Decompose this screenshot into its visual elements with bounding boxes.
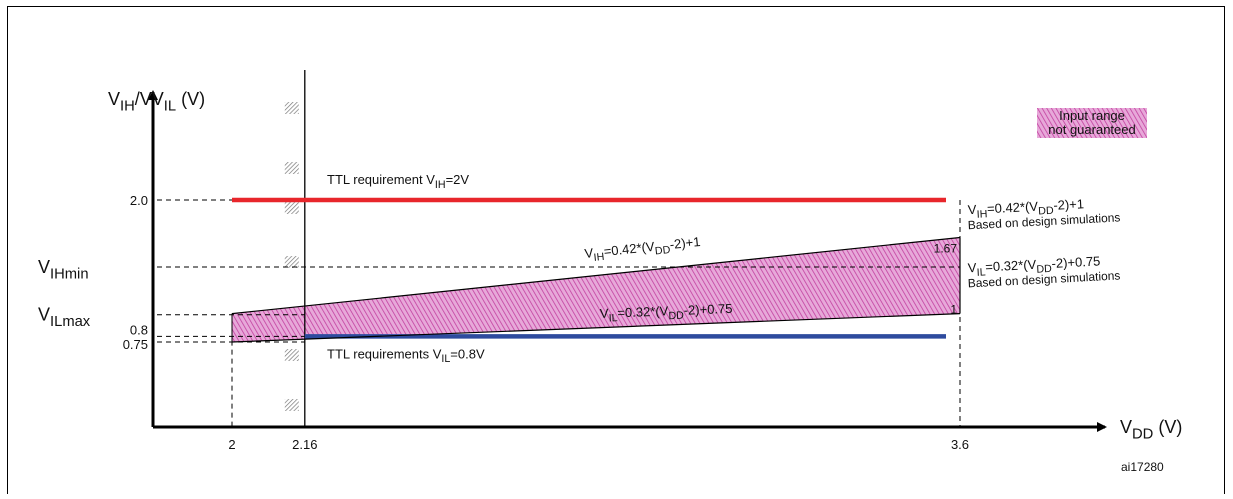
guide-lines — [157, 70, 961, 427]
legend-swatch — [1037, 108, 1147, 138]
input-range-band — [232, 237, 960, 342]
series-label: VIL=0.32*(VDD-2)+0.75 — [600, 301, 733, 325]
hatch-mark — [284, 162, 299, 174]
x-tick-label: 2.16 — [292, 437, 317, 452]
x-tick-label: 2 — [228, 437, 235, 452]
subscript-text: IH — [435, 179, 446, 191]
series-line — [231, 236, 961, 315]
label-text: =0.32*(V — [985, 257, 1037, 275]
chart-text: VIH/VVIL (V)VDD (V)2.00.80.752 2.16 3.6VIH… — [38, 89, 1182, 474]
label-text: V — [108, 89, 120, 109]
series-label: VIH=0.42*(VDD-2)+1 — [584, 234, 702, 265]
label-text: =2V — [446, 172, 470, 187]
label-text: TTL requirements V — [327, 346, 442, 361]
subscript-text: IHmin — [50, 266, 89, 282]
end-value-label: 1 — [950, 303, 957, 317]
y-tick-label: 0.8 — [130, 322, 148, 337]
subscript-text: ILmax — [50, 314, 91, 330]
y-axis-label: VIH/VVIL (V) — [108, 89, 205, 114]
subscript-text: IH — [120, 98, 135, 114]
label-text: V — [38, 305, 50, 325]
label-text: V — [600, 306, 610, 321]
subscript-text: DD — [1132, 426, 1153, 442]
subscript-text: DD — [654, 244, 671, 258]
label-text: V — [967, 202, 977, 217]
y-marker-label: VIHmin — [38, 257, 89, 282]
series-line — [231, 313, 961, 343]
end-value-label: 1.67 — [934, 241, 958, 255]
label-text: -2)+0.75 — [1051, 253, 1101, 271]
x-axis-label: VDD (V) — [1120, 417, 1182, 442]
x-tick-label: 3.6 — [951, 437, 969, 452]
label-text: V — [1120, 417, 1132, 437]
label-text: =0.8V — [450, 346, 485, 361]
label-text: V — [38, 257, 50, 277]
subscript-text: DD — [1036, 263, 1052, 276]
hatch-mark — [284, 399, 299, 411]
subscript-text: IL — [608, 312, 617, 324]
label-text: TTL requirement V — [327, 172, 435, 187]
legend-label: Input range — [1059, 108, 1125, 123]
subscript-text: IH — [976, 208, 987, 221]
label-text: =0.42*(V — [603, 239, 656, 259]
series-label: TTL requirements VIL=0.8V — [327, 346, 485, 365]
label-text: (V) — [176, 89, 205, 109]
label-text: -2)+1 — [1053, 196, 1084, 213]
subscript-text: IL — [976, 266, 986, 278]
label-text: =0.32*(V — [617, 303, 669, 320]
label-text: V — [967, 260, 977, 275]
series-layer — [231, 197, 961, 343]
figure-id: ai17280 — [1121, 460, 1164, 474]
subscript-text: IH — [593, 251, 605, 264]
annotation-formula: VIL=0.32*(VDD-2)+0.75 — [967, 253, 1101, 279]
hatch-mark — [284, 349, 299, 361]
subscript-text: DD — [1038, 205, 1054, 218]
subscript-text: IL — [164, 98, 176, 114]
label-text: V — [584, 245, 595, 261]
subscript-text: IL — [441, 353, 450, 365]
series-label: TTL requirement VIH=2V — [327, 172, 469, 191]
annotation-formula: VIH=0.42*(VDD-2)+1 — [967, 196, 1084, 221]
axes — [148, 90, 1107, 432]
label-text: =0.42*(V — [987, 199, 1039, 217]
legend-label: not guaranteed — [1048, 122, 1135, 137]
hatch-mark — [284, 202, 299, 214]
y-tick-label: 0.75 — [123, 337, 148, 352]
hatch-mark — [284, 102, 299, 114]
subscript-text: DD — [668, 310, 684, 323]
label-text: (V) — [1153, 417, 1182, 437]
label-text: -2)+1 — [669, 234, 701, 252]
excluded-vdd-hatch — [284, 102, 299, 411]
label-text: -2)+0.75 — [683, 301, 732, 318]
label-text: /VV — [135, 89, 164, 109]
input-range-band-fill — [232, 237, 960, 342]
y-marker-label: VILmax — [38, 305, 91, 330]
y-tick-label: 2.0 — [130, 193, 148, 208]
hatch-mark — [284, 256, 299, 268]
